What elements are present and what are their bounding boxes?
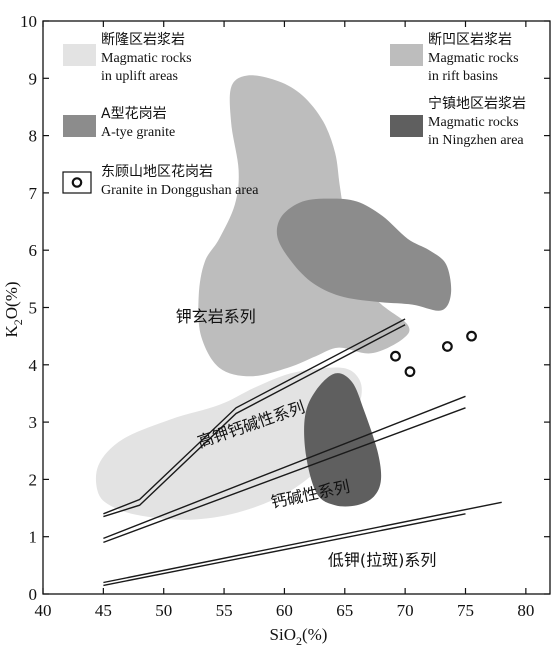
x-tick-label: 70 [397, 601, 414, 620]
legend-swatch-2 [390, 44, 423, 66]
data-point-1 [390, 350, 401, 362]
legend-label-en2-1: in uplift areas [101, 69, 178, 84]
fields-layer [95, 75, 452, 520]
x-tick-label: 60 [276, 601, 293, 620]
series-label-1: 钾玄岩系列 [176, 307, 256, 326]
legend-label-zh-4: 宁镇地区岩浆岩 [428, 95, 526, 112]
field-region-1 [95, 367, 362, 520]
legend-label-en-2: Magmatic rocks [428, 51, 519, 66]
field-region-4 [304, 373, 382, 507]
legend-marker-circle [71, 177, 83, 188]
y-tick-label: 4 [29, 356, 38, 375]
legend-label-en-4: Magmatic rocks [428, 115, 519, 130]
boundary-line-5 [103, 513, 466, 587]
boundary-line-1 [103, 324, 406, 518]
legend: 断隆区岩浆岩 Magmatic rocks in uplift areas 断凹区岩浆… [62, 32, 526, 198]
legend-label-zh-2: 断凹区岩浆岩 [428, 32, 512, 48]
legend-label-zh-1: 断隆区岩浆岩 [101, 32, 185, 48]
y-tick-label: 9 [29, 69, 38, 88]
boundary-line-3 [103, 407, 466, 544]
points-layer [390, 330, 477, 378]
legend-label-en-1: Magmatic rocks [101, 51, 192, 66]
y-tick-label: 6 [29, 241, 38, 260]
legend-label-en2-4: in Ningzhen area [428, 133, 524, 148]
x-tick-label: 45 [95, 601, 112, 620]
boundary-line-6 [103, 501, 502, 584]
x-tick-label: 40 [35, 601, 52, 620]
x-tick-label: 65 [336, 601, 353, 620]
data-point-4 [466, 330, 477, 342]
y-tick-label: 1 [29, 528, 38, 547]
y-tick-label: 2 [29, 470, 38, 489]
y-tick-label: 10 [20, 12, 37, 31]
legend-label-en-5: Granite in Donggushan area [101, 183, 259, 198]
boundary-line-2 [103, 318, 406, 515]
y-tick-label: 5 [29, 299, 38, 318]
x-tick-label: 75 [457, 601, 474, 620]
data-point-2 [404, 366, 416, 378]
y-tick-label: 8 [29, 127, 38, 146]
x-axis-title: SiO2(%) [270, 625, 328, 648]
y-tick-label: 7 [29, 184, 38, 203]
legend-label-zh-3: A型花岗岩 [101, 106, 167, 122]
x-tick-label: 50 [155, 601, 172, 620]
axes: 40 45 50 55 60 65 70 75 80012345678910SiO2(%)K2O… [2, 12, 551, 648]
x-tick-label: 80 [517, 601, 534, 620]
legend-label-zh-5: 东顾山地区花岗岩 [101, 164, 213, 180]
y-tick-label: 3 [29, 413, 38, 432]
series-label-4: 低钾(拉斑)系列 [328, 550, 437, 569]
y-axis-title: K2O(%) [2, 281, 25, 337]
field-region-3 [276, 198, 452, 311]
legend-swatch-1 [63, 44, 96, 66]
legend-label-en-3: A-tye granite [101, 125, 175, 140]
data-point-3 [441, 341, 453, 352]
legend-swatch-4 [390, 115, 423, 137]
legend-swatch-3 [63, 115, 96, 137]
legend-label-en2-2: in rift basins [428, 69, 498, 84]
y-tick-label: 0 [29, 585, 38, 604]
boundary-line-4 [103, 395, 466, 540]
x-tick-label: 55 [216, 601, 233, 620]
boundary-lines-layer [103, 318, 502, 587]
